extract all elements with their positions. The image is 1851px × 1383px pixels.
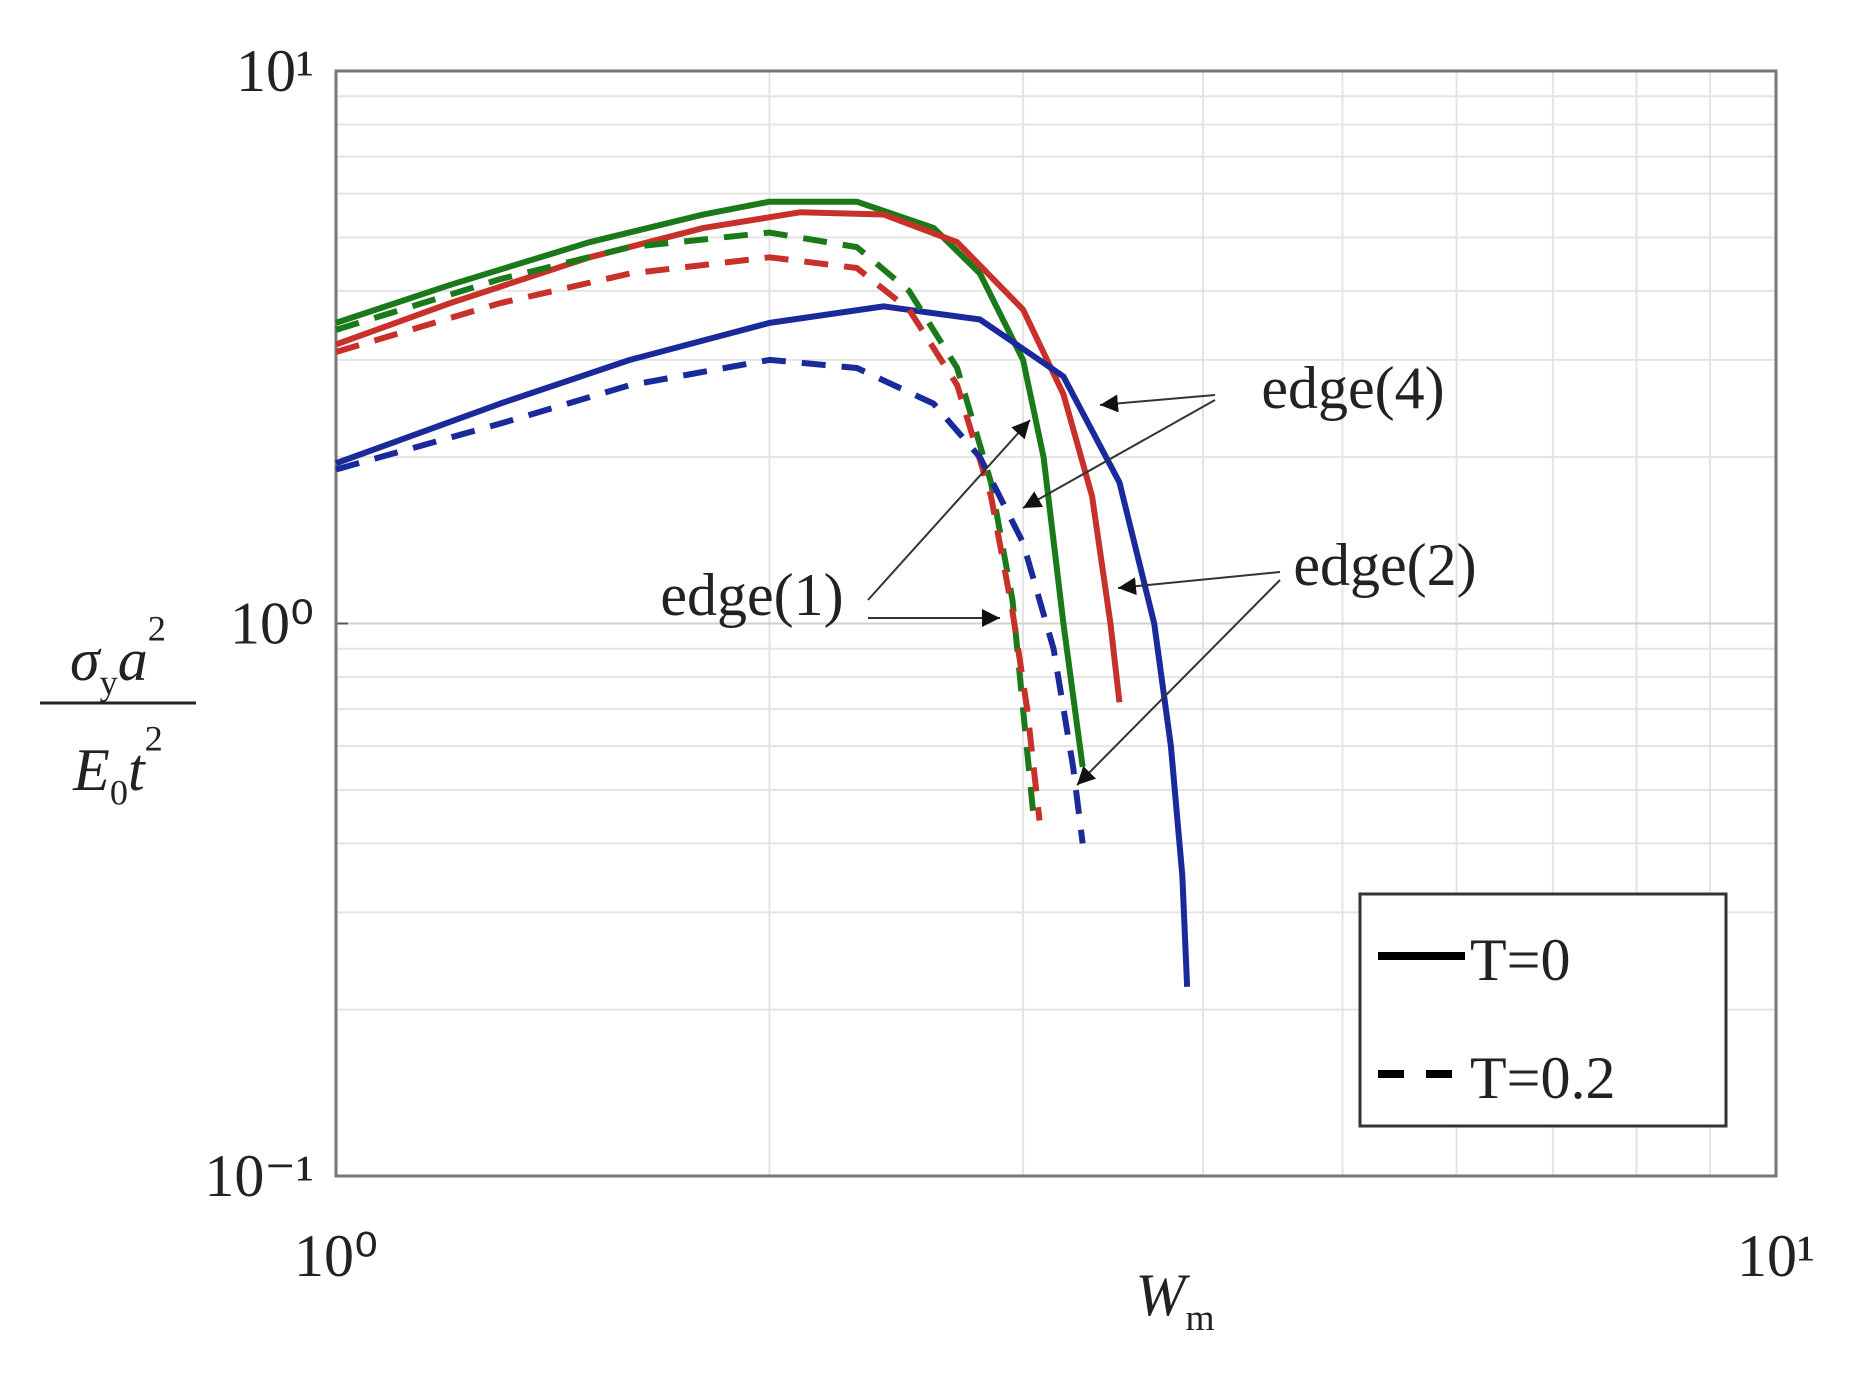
annotation-arrow: [1117, 571, 1281, 596]
legend-box: [1358, 892, 1728, 1128]
y-tick-label: 10⁻¹: [204, 1143, 314, 1209]
x-tick-label: 10⁰: [294, 1223, 378, 1289]
data-line: [335, 198, 1086, 768]
data-line: [335, 229, 1037, 816]
label-part: 2: [145, 718, 163, 758]
y-axis-label-numerator: σya2: [70, 608, 166, 702]
label-part: W: [1135, 1262, 1190, 1328]
label-part: 2: [148, 608, 166, 648]
data-line: [334, 209, 1123, 703]
annotation-arrow: [1076, 579, 1281, 786]
annotation-arrow: [1022, 399, 1216, 509]
annotation: edge(1): [660, 562, 843, 628]
y-axis-label-denominator: E0t2: [72, 718, 163, 812]
label-part: σ: [70, 627, 102, 693]
x-axis-label: Wm: [1135, 1262, 1214, 1339]
label-part: m: [1185, 1298, 1214, 1339]
y-tick-label: 10¹: [236, 38, 314, 104]
annotation-arrow: [867, 419, 1031, 601]
legend-label: T=0: [1470, 927, 1571, 993]
x-tick-label: 10¹: [1737, 1223, 1815, 1289]
label-part: t: [128, 737, 146, 803]
annotation: edge(4): [1261, 355, 1444, 421]
data-line: [334, 303, 1191, 987]
annotation-arrow: [1099, 394, 1216, 413]
annotation: edge(2): [1293, 532, 1476, 598]
plot-frame: [334, 69, 1778, 1178]
data-line: [335, 254, 1043, 821]
label-part: E: [72, 737, 110, 803]
legend-label: T=0.2: [1470, 1045, 1616, 1111]
label-part: 0: [110, 773, 128, 813]
y-tick-label: 10⁰: [230, 591, 314, 657]
label-part: a: [118, 627, 148, 693]
data-line: [335, 356, 1086, 844]
label-part: y: [100, 663, 118, 703]
